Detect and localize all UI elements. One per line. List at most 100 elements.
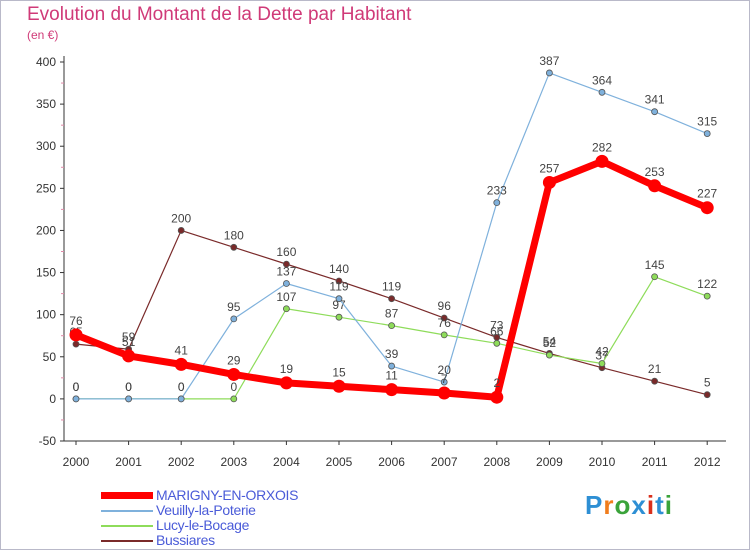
data-point (125, 395, 132, 403)
logo-letter: o (614, 490, 632, 520)
data-label: 42 (595, 345, 609, 359)
data-point (174, 357, 188, 371)
data-point (546, 351, 553, 359)
data-point (703, 391, 711, 399)
data-label: 59 (122, 330, 136, 344)
data-point (282, 280, 290, 287)
data-label: 119 (382, 280, 401, 294)
data-label: 87 (385, 307, 399, 321)
data-label: 0 (178, 380, 185, 394)
data-point (230, 315, 238, 323)
y-tick-label: 400 (36, 55, 56, 69)
data-label: 0 (73, 380, 80, 394)
x-tick-label: 2002 (168, 455, 195, 469)
data-point (440, 314, 448, 322)
data-label: 29 (227, 353, 241, 367)
data-point (493, 339, 501, 347)
chart-unit-label: (en €) (27, 28, 59, 42)
data-label: 76 (69, 314, 83, 328)
proxiti-logo: Proxiti (585, 490, 673, 521)
logo-letter: t (655, 490, 665, 520)
data-point (72, 340, 80, 348)
x-tick-label: 2009 (536, 455, 563, 469)
data-label: 11 (385, 369, 398, 383)
data-point (651, 108, 658, 116)
data-point (388, 295, 396, 303)
series-bussiares: 655920018016014011996735437215 (69, 211, 711, 399)
data-label: 315 (697, 115, 717, 129)
data-point (282, 260, 290, 268)
data-label: 282 (592, 140, 612, 154)
x-tick-label: 2006 (378, 455, 405, 469)
data-label: 140 (329, 262, 349, 276)
data-point (282, 305, 290, 313)
data-label: 54 (543, 334, 557, 348)
data-label: 257 (539, 161, 559, 175)
data-point (595, 154, 609, 168)
legend-label: Bussiares (156, 532, 215, 548)
y-tick-label: 50 (43, 350, 57, 364)
data-point (388, 322, 396, 330)
logo-letter: i (664, 490, 673, 520)
data-label: 95 (227, 300, 241, 314)
data-point (388, 362, 396, 370)
x-tick-label: 2012 (694, 455, 721, 469)
data-label: 253 (645, 165, 665, 179)
data-label: 0 (230, 380, 237, 394)
y-tick-label: 200 (36, 223, 56, 237)
data-point (490, 390, 504, 404)
data-label: 227 (697, 187, 717, 201)
data-point (703, 130, 711, 137)
data-label: 145 (645, 258, 665, 272)
data-label: 51 (122, 335, 136, 349)
y-tick-label: 150 (36, 266, 56, 280)
y-tick-label: 0 (49, 392, 56, 406)
data-label: 233 (487, 184, 507, 198)
x-tick-label: 2008 (483, 455, 510, 469)
logo-letter: i (646, 490, 656, 520)
x-tick-label: 2010 (589, 455, 616, 469)
data-point (651, 377, 658, 385)
x-tick-label: 2003 (220, 455, 247, 469)
data-label: 2 (493, 376, 500, 390)
data-label: 37 (595, 349, 609, 363)
data-point (230, 243, 238, 251)
data-point (598, 360, 606, 367)
logo-letter: P (585, 490, 604, 520)
data-label: 7 (441, 372, 448, 386)
x-tick-label: 2004 (273, 455, 300, 469)
data-label: 15 (332, 365, 346, 379)
data-point (177, 395, 185, 403)
data-label: 0 (125, 380, 132, 394)
data-label: 122 (697, 277, 717, 291)
data-label: 0 (73, 380, 80, 394)
legend-swatch (101, 540, 153, 542)
legend-swatch (101, 525, 153, 527)
data-label: 96 (438, 299, 452, 313)
data-point (542, 175, 556, 189)
data-point (177, 227, 185, 234)
data-label: 41 (175, 343, 189, 357)
y-tick-label: 250 (36, 181, 56, 195)
x-tick-label: 2007 (431, 455, 458, 469)
data-point (700, 201, 714, 215)
data-point (332, 379, 346, 393)
data-label: 0 (125, 380, 132, 394)
data-point (598, 88, 606, 96)
y-tick-label: 300 (36, 139, 56, 153)
legend-swatch (101, 492, 153, 499)
data-point (651, 273, 658, 281)
data-point (230, 395, 238, 403)
data-label: 160 (276, 245, 296, 259)
data-label: 19 (280, 362, 294, 376)
x-tick-label: 2005 (326, 455, 353, 469)
logo-letter: r (603, 490, 615, 520)
y-tick-label: 100 (36, 308, 56, 322)
data-point (335, 295, 343, 303)
data-point (335, 277, 343, 285)
data-label: 76 (438, 316, 452, 330)
x-tick-label: 2001 (115, 455, 142, 469)
data-label: 39 (385, 347, 399, 361)
